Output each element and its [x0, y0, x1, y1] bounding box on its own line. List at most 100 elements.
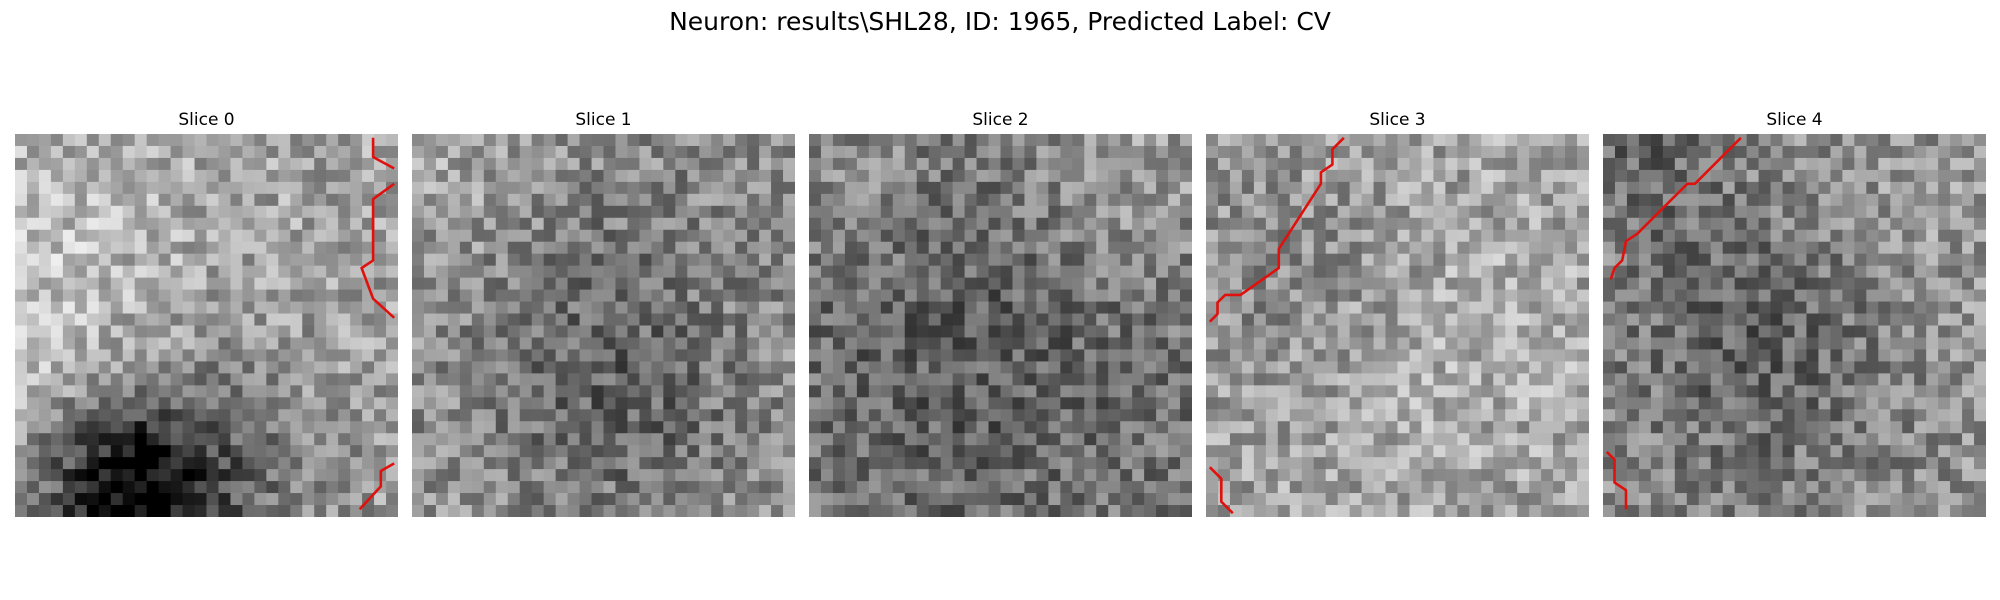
pixel — [435, 469, 449, 482]
pixel — [1289, 481, 1303, 494]
pixel — [1638, 157, 1652, 171]
pixel — [242, 253, 255, 267]
pixel — [1481, 313, 1494, 327]
pixel — [1048, 421, 1061, 434]
pixel — [988, 193, 1002, 207]
pixel — [1337, 205, 1351, 219]
pixel — [1433, 181, 1446, 195]
pixel — [1096, 205, 1109, 219]
pixel — [1036, 289, 1049, 303]
pixel — [1361, 349, 1375, 363]
pixel — [639, 409, 652, 422]
pixel — [711, 481, 724, 494]
pixel — [904, 229, 918, 243]
pixel — [1072, 217, 1085, 231]
pixel — [783, 469, 795, 482]
pixel — [976, 253, 990, 267]
pixel — [543, 397, 557, 410]
pixel — [976, 421, 990, 434]
pixel — [1156, 433, 1169, 446]
pixel — [1180, 229, 1192, 243]
pixel — [26, 481, 40, 494]
pixel — [964, 265, 978, 279]
pixel — [868, 337, 882, 351]
pixel — [483, 253, 497, 267]
pixel — [1686, 193, 1700, 207]
pixel — [206, 325, 220, 339]
pixel — [519, 181, 533, 195]
pixel — [1206, 505, 1219, 517]
pixel — [1806, 145, 1820, 159]
pixel — [832, 157, 846, 171]
pixel — [230, 205, 244, 219]
pixel — [1614, 181, 1628, 195]
pixel — [1000, 181, 1014, 195]
pixel — [964, 373, 978, 386]
pixel — [1265, 313, 1279, 327]
pixel — [278, 217, 291, 231]
pixel — [1241, 349, 1255, 363]
pixel — [615, 409, 629, 422]
pixel — [699, 469, 712, 482]
pixel — [1229, 349, 1243, 363]
pixel — [362, 169, 375, 183]
pixel — [1710, 373, 1724, 386]
pixel — [338, 325, 351, 339]
pixel — [591, 205, 605, 219]
pixel — [1036, 481, 1049, 494]
pixel — [1168, 193, 1181, 207]
pixel — [1084, 469, 1097, 482]
pixel — [603, 277, 617, 291]
pixel — [1072, 481, 1085, 494]
pixel — [916, 253, 930, 267]
pixel — [1505, 337, 1518, 351]
pixel — [555, 313, 569, 327]
pixel — [1433, 217, 1446, 231]
pixel — [218, 169, 232, 183]
pixel — [1265, 493, 1279, 506]
pixel — [663, 205, 676, 219]
pixel — [1806, 361, 1820, 374]
pixel — [1012, 409, 1026, 422]
pixel — [916, 337, 930, 351]
pixel — [699, 445, 712, 458]
pixel — [627, 481, 641, 494]
pixel — [1180, 145, 1192, 159]
pixel — [471, 205, 485, 219]
pixel — [591, 433, 605, 446]
pixel — [1180, 325, 1192, 339]
pixel — [50, 409, 64, 422]
pixel — [1902, 229, 1915, 243]
pixel — [1878, 301, 1891, 315]
pixel — [314, 241, 327, 255]
pixel — [15, 397, 28, 410]
pixel — [1409, 134, 1423, 147]
pixel — [1361, 193, 1375, 207]
pixel — [904, 445, 918, 458]
pixel — [447, 289, 461, 303]
pixel — [1120, 313, 1133, 327]
pixel — [1603, 145, 1616, 159]
pixel — [1373, 301, 1387, 315]
pixel — [1206, 277, 1219, 291]
pixel — [326, 193, 339, 207]
pixel — [1373, 181, 1387, 195]
pixel — [1361, 433, 1375, 446]
pixel — [1553, 433, 1566, 446]
pixel — [1084, 265, 1097, 279]
pixel — [447, 217, 461, 231]
pixel — [290, 229, 303, 243]
pixel — [62, 145, 76, 159]
pixel — [711, 469, 724, 482]
pixel — [1603, 193, 1616, 207]
pixel — [1603, 361, 1616, 374]
pixel — [783, 385, 795, 398]
pixel — [1289, 253, 1303, 267]
pixel — [350, 313, 363, 327]
pixel — [483, 229, 497, 243]
pixel — [1505, 145, 1518, 159]
pixel — [1469, 361, 1482, 374]
pixel — [723, 169, 736, 183]
pixel — [1565, 169, 1578, 183]
pixel — [1373, 385, 1387, 398]
